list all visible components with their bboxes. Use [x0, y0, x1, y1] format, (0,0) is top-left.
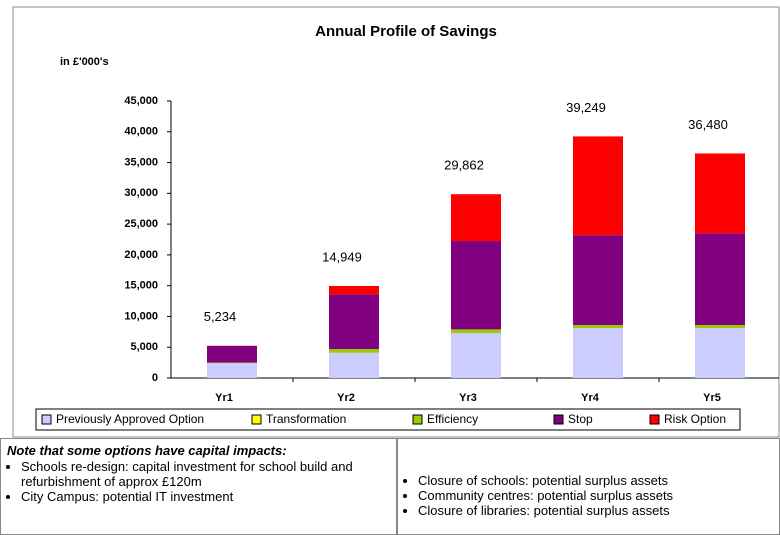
legend-label: Transformation [266, 412, 346, 426]
x-tick-label: Yr1 [215, 392, 233, 404]
notes: Note that some options have capital impa… [0, 438, 780, 535]
notes-list: Schools re-design: capital investment fo… [7, 459, 390, 504]
note-item: Community centres: potential surplus ass… [418, 488, 773, 503]
note-item: Closure of schools: potential surplus as… [418, 473, 773, 488]
bar-segment [451, 194, 501, 242]
legend-swatch [41, 414, 52, 425]
bar-segment [451, 329, 501, 334]
notes-right: Closure of schools: potential surplus as… [397, 438, 780, 535]
bar-segment [695, 153, 745, 234]
bar-segment [329, 352, 379, 378]
legend-label: Stop [568, 412, 593, 426]
y-tick-label: 35,000 [124, 156, 158, 168]
bar-segment [329, 294, 379, 350]
x-tick-label: Yr5 [703, 392, 721, 404]
legend-label: Risk Option [664, 412, 726, 426]
legend-swatch [553, 414, 564, 425]
total-label: 5,234 [204, 309, 237, 324]
bar-segment [329, 349, 379, 353]
y-tick-label: 40,000 [124, 126, 158, 138]
bar-segment [329, 285, 379, 295]
legend-swatch [251, 414, 262, 425]
y-axis-label: in £'000's [60, 56, 109, 68]
x-tick-label: Yr4 [581, 392, 600, 404]
legend-swatch [412, 414, 423, 425]
legend-label: Previously Approved Option [56, 412, 204, 426]
chart: Annual Profile of Savings in £'000's 0 5,… [12, 6, 780, 438]
bar-segment [695, 325, 745, 329]
bar-segment [573, 235, 623, 326]
y-tick-label: 5,000 [130, 341, 158, 353]
note-item: Closure of libraries: potential surplus … [418, 503, 773, 518]
bar-segment [573, 325, 623, 329]
y-tick-label: 45,000 [124, 95, 158, 107]
bar-segment [573, 136, 623, 236]
x-tick-label: Yr2 [337, 392, 355, 404]
chart-frame [12, 6, 780, 438]
legend-swatch [649, 414, 660, 425]
y-tick-label: 0 [152, 372, 158, 384]
legend-box [35, 408, 741, 431]
bar-segment [207, 363, 257, 378]
bar-segment [451, 333, 501, 378]
note-item: City Campus: potential IT investment [21, 489, 390, 504]
bar-segment [573, 328, 623, 378]
bar-segment [451, 241, 501, 330]
notes-heading: Note that some options have capital impa… [7, 443, 287, 458]
bar-segment [207, 345, 257, 363]
total-label: 36,480 [688, 117, 728, 132]
note-item: Schools re-design: capital investment fo… [21, 459, 390, 489]
bar-segment [695, 233, 745, 326]
legend-label: Efficiency [427, 412, 478, 426]
y-tick-label: 15,000 [124, 280, 158, 292]
bar-segment [695, 328, 745, 378]
bar-segment [207, 362, 257, 364]
y-tick-label: 10,000 [124, 310, 158, 322]
notes-list: Closure of schools: potential surplus as… [404, 473, 773, 518]
chart-title: Annual Profile of Savings [315, 23, 497, 40]
y-tick-label: 30,000 [124, 187, 158, 199]
notes-left: Note that some options have capital impa… [0, 438, 397, 535]
y-tick-label: 25,000 [124, 218, 158, 230]
y-tick-label: 20,000 [124, 249, 158, 261]
x-tick-label: Yr3 [459, 392, 477, 404]
total-label: 39,249 [566, 100, 606, 115]
total-label: 14,949 [322, 249, 362, 264]
total-label: 29,862 [444, 158, 484, 173]
